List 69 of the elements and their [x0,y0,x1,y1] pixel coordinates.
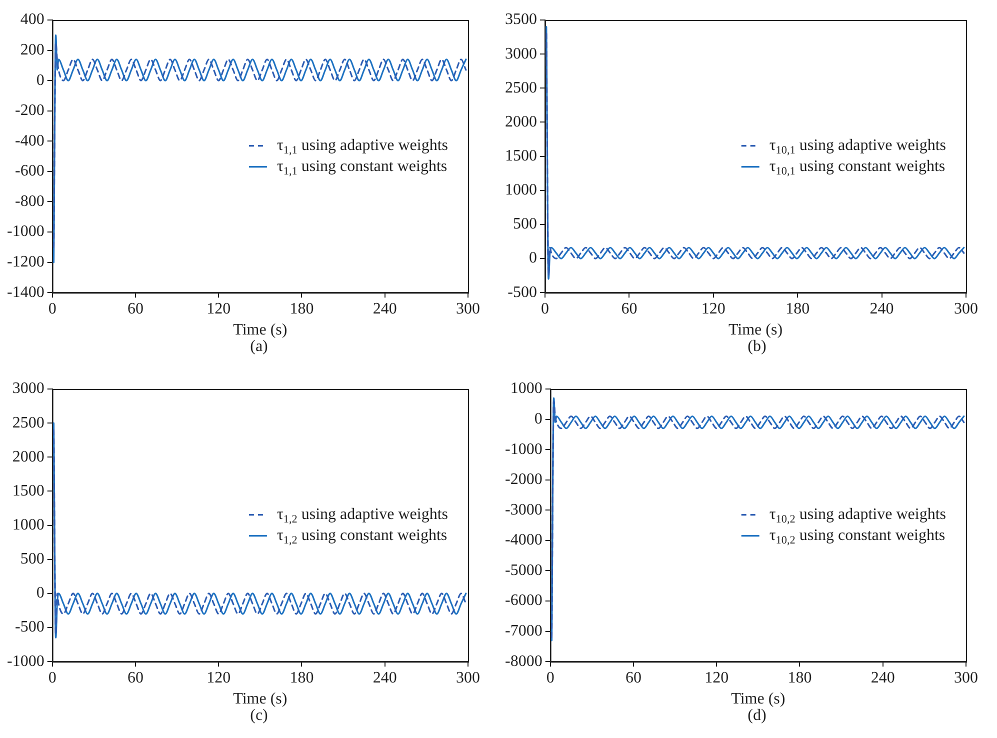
x-tick-label: 180 [290,300,314,318]
y-tick-label: 1000 [12,516,44,534]
x-tick-label: 60 [625,669,642,686]
y-tick-label: 2000 [12,448,44,466]
x-tick-label: 60 [127,300,144,318]
x-axis-title: Time (s) [728,322,783,339]
x-tick-label: 180 [786,300,810,318]
x-tick-label: 120 [206,669,231,686]
y-tick-label: -1200 [7,254,44,271]
y-tick-label: 1000 [505,182,537,199]
x-tick-label: 240 [870,300,894,318]
x-tick-label: 0 [48,300,56,318]
y-tick-label: -7000 [505,622,542,640]
text: (c) [249,707,269,725]
x-tick-label: 300 [456,300,480,318]
y-tick-label: 400 [20,11,44,28]
x-tick-label: 300 [954,669,978,686]
y-tick-label: -1400 [7,284,44,301]
y-tick-label: -2000 [505,471,542,488]
x-tick-label: 180 [788,669,812,686]
y-tick-label: -200 [15,102,44,120]
y-tick-label: 0 [36,72,44,89]
x-tick-label: 240 [372,669,397,686]
x-tick-label: 300 [954,300,978,318]
text: (a) [249,338,269,356]
y-tick-label: 3000 [505,45,537,62]
y-tick-label: 2500 [12,414,44,432]
x-tick-label: 180 [290,669,314,686]
y-tick-label: -5000 [505,562,542,579]
y-tick-label: -400 [15,132,44,150]
y-tick-label: 1500 [12,482,44,500]
y-tick-label: -6000 [505,592,542,610]
x-tick-label: 60 [127,669,144,686]
y-tick-label: -3000 [505,501,542,518]
x-axis-title: Time (s) [233,690,288,708]
y-tick-label: -4000 [505,532,542,549]
y-tick-label: 500 [20,550,44,568]
x-tick-label: 0 [546,669,554,686]
y-tick-label: 0 [529,250,537,267]
x-axis-title: Time (s) [233,322,288,339]
y-tick-label: -600 [15,162,44,180]
y-tick-label: 2500 [505,79,537,96]
text: (b) [746,338,768,356]
x-tick-label: 300 [456,669,480,686]
x-axis-title: Time (s) [731,690,786,708]
y-tick-label: -1000 [7,652,44,670]
text: (d) [746,707,768,725]
y-tick-label: -800 [15,192,44,210]
x-tick-label: 0 [48,669,56,686]
y-tick-label: 1500 [505,148,537,165]
x-tick-label: 240 [870,669,895,686]
y-tick-label: -1000 [505,440,542,458]
y-tick-label: 1000 [510,380,542,398]
x-tick-label: 240 [372,300,397,318]
y-tick-label: -500 [508,284,537,301]
y-tick-label: 0 [36,584,44,602]
y-tick-label: 200 [20,41,44,58]
x-tick-label: 120 [206,300,231,318]
y-tick-label: 3500 [505,11,537,28]
y-tick-label: 500 [513,216,537,233]
y-tick-label: 0 [534,410,542,428]
y-tick-label: 2000 [505,113,537,130]
y-tick-label: -8000 [505,652,542,670]
x-tick-label: 120 [701,300,726,318]
y-tick-label: 3000 [12,380,44,398]
y-tick-label: -500 [15,618,44,636]
y-tick-label: -1000 [7,223,44,240]
x-tick-label: 60 [621,300,638,318]
x-tick-label: 120 [704,669,729,686]
